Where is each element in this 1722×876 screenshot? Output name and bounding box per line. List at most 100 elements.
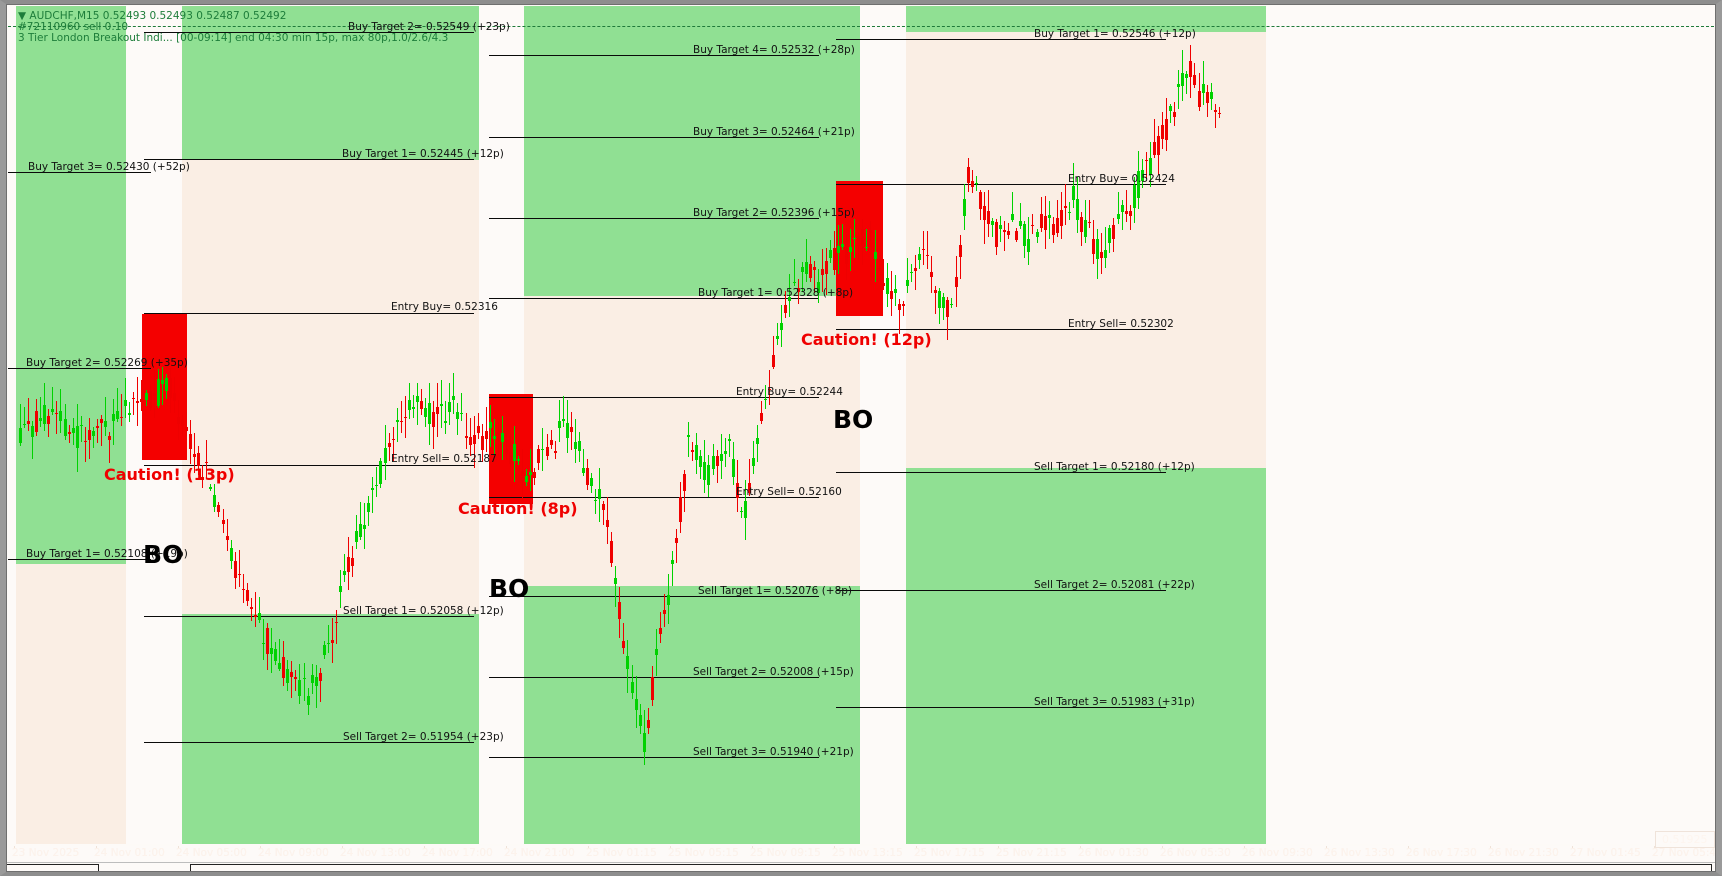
candle-body [1092,239,1095,254]
candle-wick [20,404,21,446]
level-line-s4-st3 [836,707,1166,708]
candle-wick [623,623,624,654]
candle-wick [769,370,770,405]
candle-body [1202,84,1205,93]
candle-body [505,449,508,454]
candle-body [436,407,439,414]
candle-body [716,456,719,466]
candle-wick [729,434,730,457]
candle-wick [401,401,402,433]
candle-body [874,252,877,259]
candle-body [274,649,277,661]
candle-body [444,421,447,423]
level-line-s2-st2 [144,742,474,743]
vertical-scrollbar[interactable] [1716,4,1722,872]
level-label-s4-entrybuy: Entry Buy= 0.52424 [1068,173,1175,185]
candle-body [47,416,50,424]
candle-body [849,247,852,252]
level-line-s2-bt1 [144,159,474,160]
level-line-s1-bt1 [8,559,151,560]
candle-body [193,454,196,457]
candle-body [420,401,423,409]
candle-wick [551,430,552,449]
candle-body [894,289,897,293]
candle-body [728,439,731,441]
candle-body [80,425,83,426]
candle-wick [899,299,900,334]
taskbar-button-1[interactable] [2,864,99,876]
candle-wick [1118,192,1119,224]
date-axis-label: 25 Nov 17:15 [914,847,985,859]
candle-body [809,264,812,278]
candle-body [27,421,30,424]
chart-plot-area[interactable]: Buy Target 3= 0.52430 (+52p) Buy Target … [8,6,1714,844]
candle-body [1125,211,1128,214]
candle-body [343,571,346,575]
date-axis-tick-mark [752,846,753,849]
candle-body [448,402,451,412]
candle-wick [251,598,252,621]
level-label-s2-bt1: Buy Target 1= 0.52445 (+12p) [342,148,504,160]
candle-body [533,472,536,478]
candle-body [323,645,326,655]
candle-body [667,595,670,605]
candle-body [566,423,569,438]
candle-wick [255,592,256,627]
candle-body [19,428,22,443]
date-axis-label: 26 Nov 05:30 [1160,847,1231,859]
date-axis-tick-mark [506,846,507,849]
candle-body [392,439,395,440]
candle-body [963,199,966,216]
candle-body [578,441,581,451]
candle-wick [1032,214,1033,234]
candle-body [1088,222,1091,223]
date-axis-tick-mark [588,846,589,849]
candle-wick [814,261,815,293]
candle-wick [1154,119,1155,158]
candle-body [153,393,156,396]
candle-wick [393,427,394,461]
candle-body [691,450,694,452]
candle-wick [923,231,924,265]
level-line-s3-bt3 [489,137,819,138]
candle-wick [445,401,446,434]
candle-body [238,574,241,575]
level-label-s3-bt1: Buy Target 1= 0.52328 (+8p) [698,287,854,299]
candle-wick [93,427,94,448]
candle-body [1149,158,1152,175]
candle-body [477,426,480,433]
candle-wick [595,489,596,514]
level-line-s4-entrysell [836,329,1166,330]
date-axis[interactable]: 23 Nov 2025 24 Nov 01:00 24 Nov 05:00 24 No… [8,846,1722,862]
candle-wick [1130,205,1131,230]
candle-wick [24,407,25,428]
date-axis-label: 23 Nov 2025 [12,847,80,859]
taskbar[interactable] [0,862,1722,876]
candle-body [942,297,945,308]
candle-body [922,249,925,250]
taskbar-button-2[interactable] [190,864,1712,876]
candle-body [1165,119,1168,140]
candle-body [485,431,488,439]
candle-body [517,459,520,461]
candle-body [181,420,184,426]
candle-body [618,602,621,619]
caution-label-session4: Caution! (12p) [801,330,932,349]
candle-wick [1020,203,1021,229]
date-axis-tick-mark [1490,846,1491,849]
candle-body [165,378,168,391]
candle-body [906,280,909,286]
date-axis-tick-mark [1326,846,1327,849]
candle-wick [749,459,750,496]
candle-wick [186,412,187,436]
candle-body [1052,224,1055,235]
candle-body [825,261,828,274]
date-axis-label: 25 Nov 01:15 [586,847,657,859]
date-axis-tick-mark [1572,846,1573,849]
candle-wick [1065,184,1066,225]
candle-body [72,428,75,433]
candle-wick [105,397,106,436]
date-axis-tick-mark [834,846,835,849]
level-line-s4-st2 [836,590,1166,591]
